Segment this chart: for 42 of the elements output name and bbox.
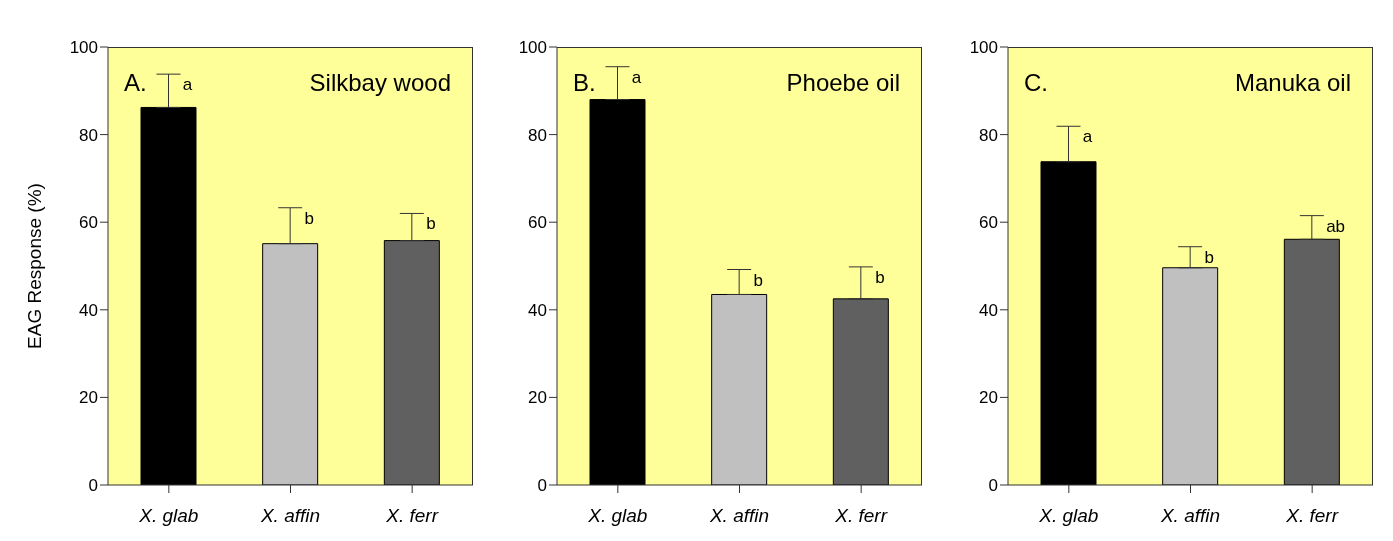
y-tick-label: 60 — [528, 213, 547, 233]
annotation: a — [1082, 127, 1093, 147]
annotation: ab — [1326, 216, 1346, 236]
x-tick-label: X. affin — [259, 505, 321, 527]
y-tick-label: 80 — [979, 125, 998, 145]
y-tick-label: 0 — [537, 476, 547, 496]
y-tick-label: 20 — [979, 388, 998, 408]
y-tick-label: 40 — [528, 300, 547, 320]
y-tick-label: 80 — [79, 125, 98, 145]
y-tick-label: 0 — [988, 476, 998, 496]
x-tick-label: X. ferr — [1285, 505, 1339, 527]
y-tick-label: 60 — [79, 213, 98, 233]
text: Silkbay wood — [309, 69, 451, 97]
text: Phoebe oil — [786, 69, 900, 97]
annotation: B. — [573, 69, 596, 97]
y-tick-label: 20 — [79, 388, 98, 408]
y-tick-label: 100 — [969, 38, 998, 58]
x-tick-label: X. glab — [1038, 505, 1099, 527]
y-tick-label: 0 — [88, 476, 98, 496]
y-tick-label: 20 — [528, 388, 547, 408]
y-tick-label: 40 — [79, 300, 98, 320]
text: Manuka oil — [1234, 69, 1351, 97]
x-tick-label: X. ferr — [385, 505, 439, 527]
y-tick-label: 40 — [979, 300, 998, 320]
y-tick-label: 60 — [979, 213, 998, 233]
annotation: C. — [1024, 69, 1048, 97]
y-tick-label: 100 — [69, 38, 98, 58]
annotation: b — [875, 267, 885, 287]
x-tick-label: X. ferr — [834, 505, 888, 527]
annotation: a — [631, 67, 642, 87]
annotation: a — [182, 75, 193, 95]
annotation: b — [426, 214, 436, 234]
x-tick-label: X. affin — [1159, 505, 1221, 527]
x-tick-label: X. glab — [138, 505, 199, 527]
y-tick-label: 100 — [518, 38, 547, 58]
x-tick-label: X. affin — [708, 505, 770, 527]
annotation: b — [753, 270, 763, 290]
annotation: b — [1204, 247, 1214, 267]
annotation: b — [304, 208, 314, 228]
annotation: A. — [124, 69, 147, 97]
y-tick-label: 80 — [528, 125, 547, 145]
x-tick-label: X. glab — [587, 505, 648, 527]
